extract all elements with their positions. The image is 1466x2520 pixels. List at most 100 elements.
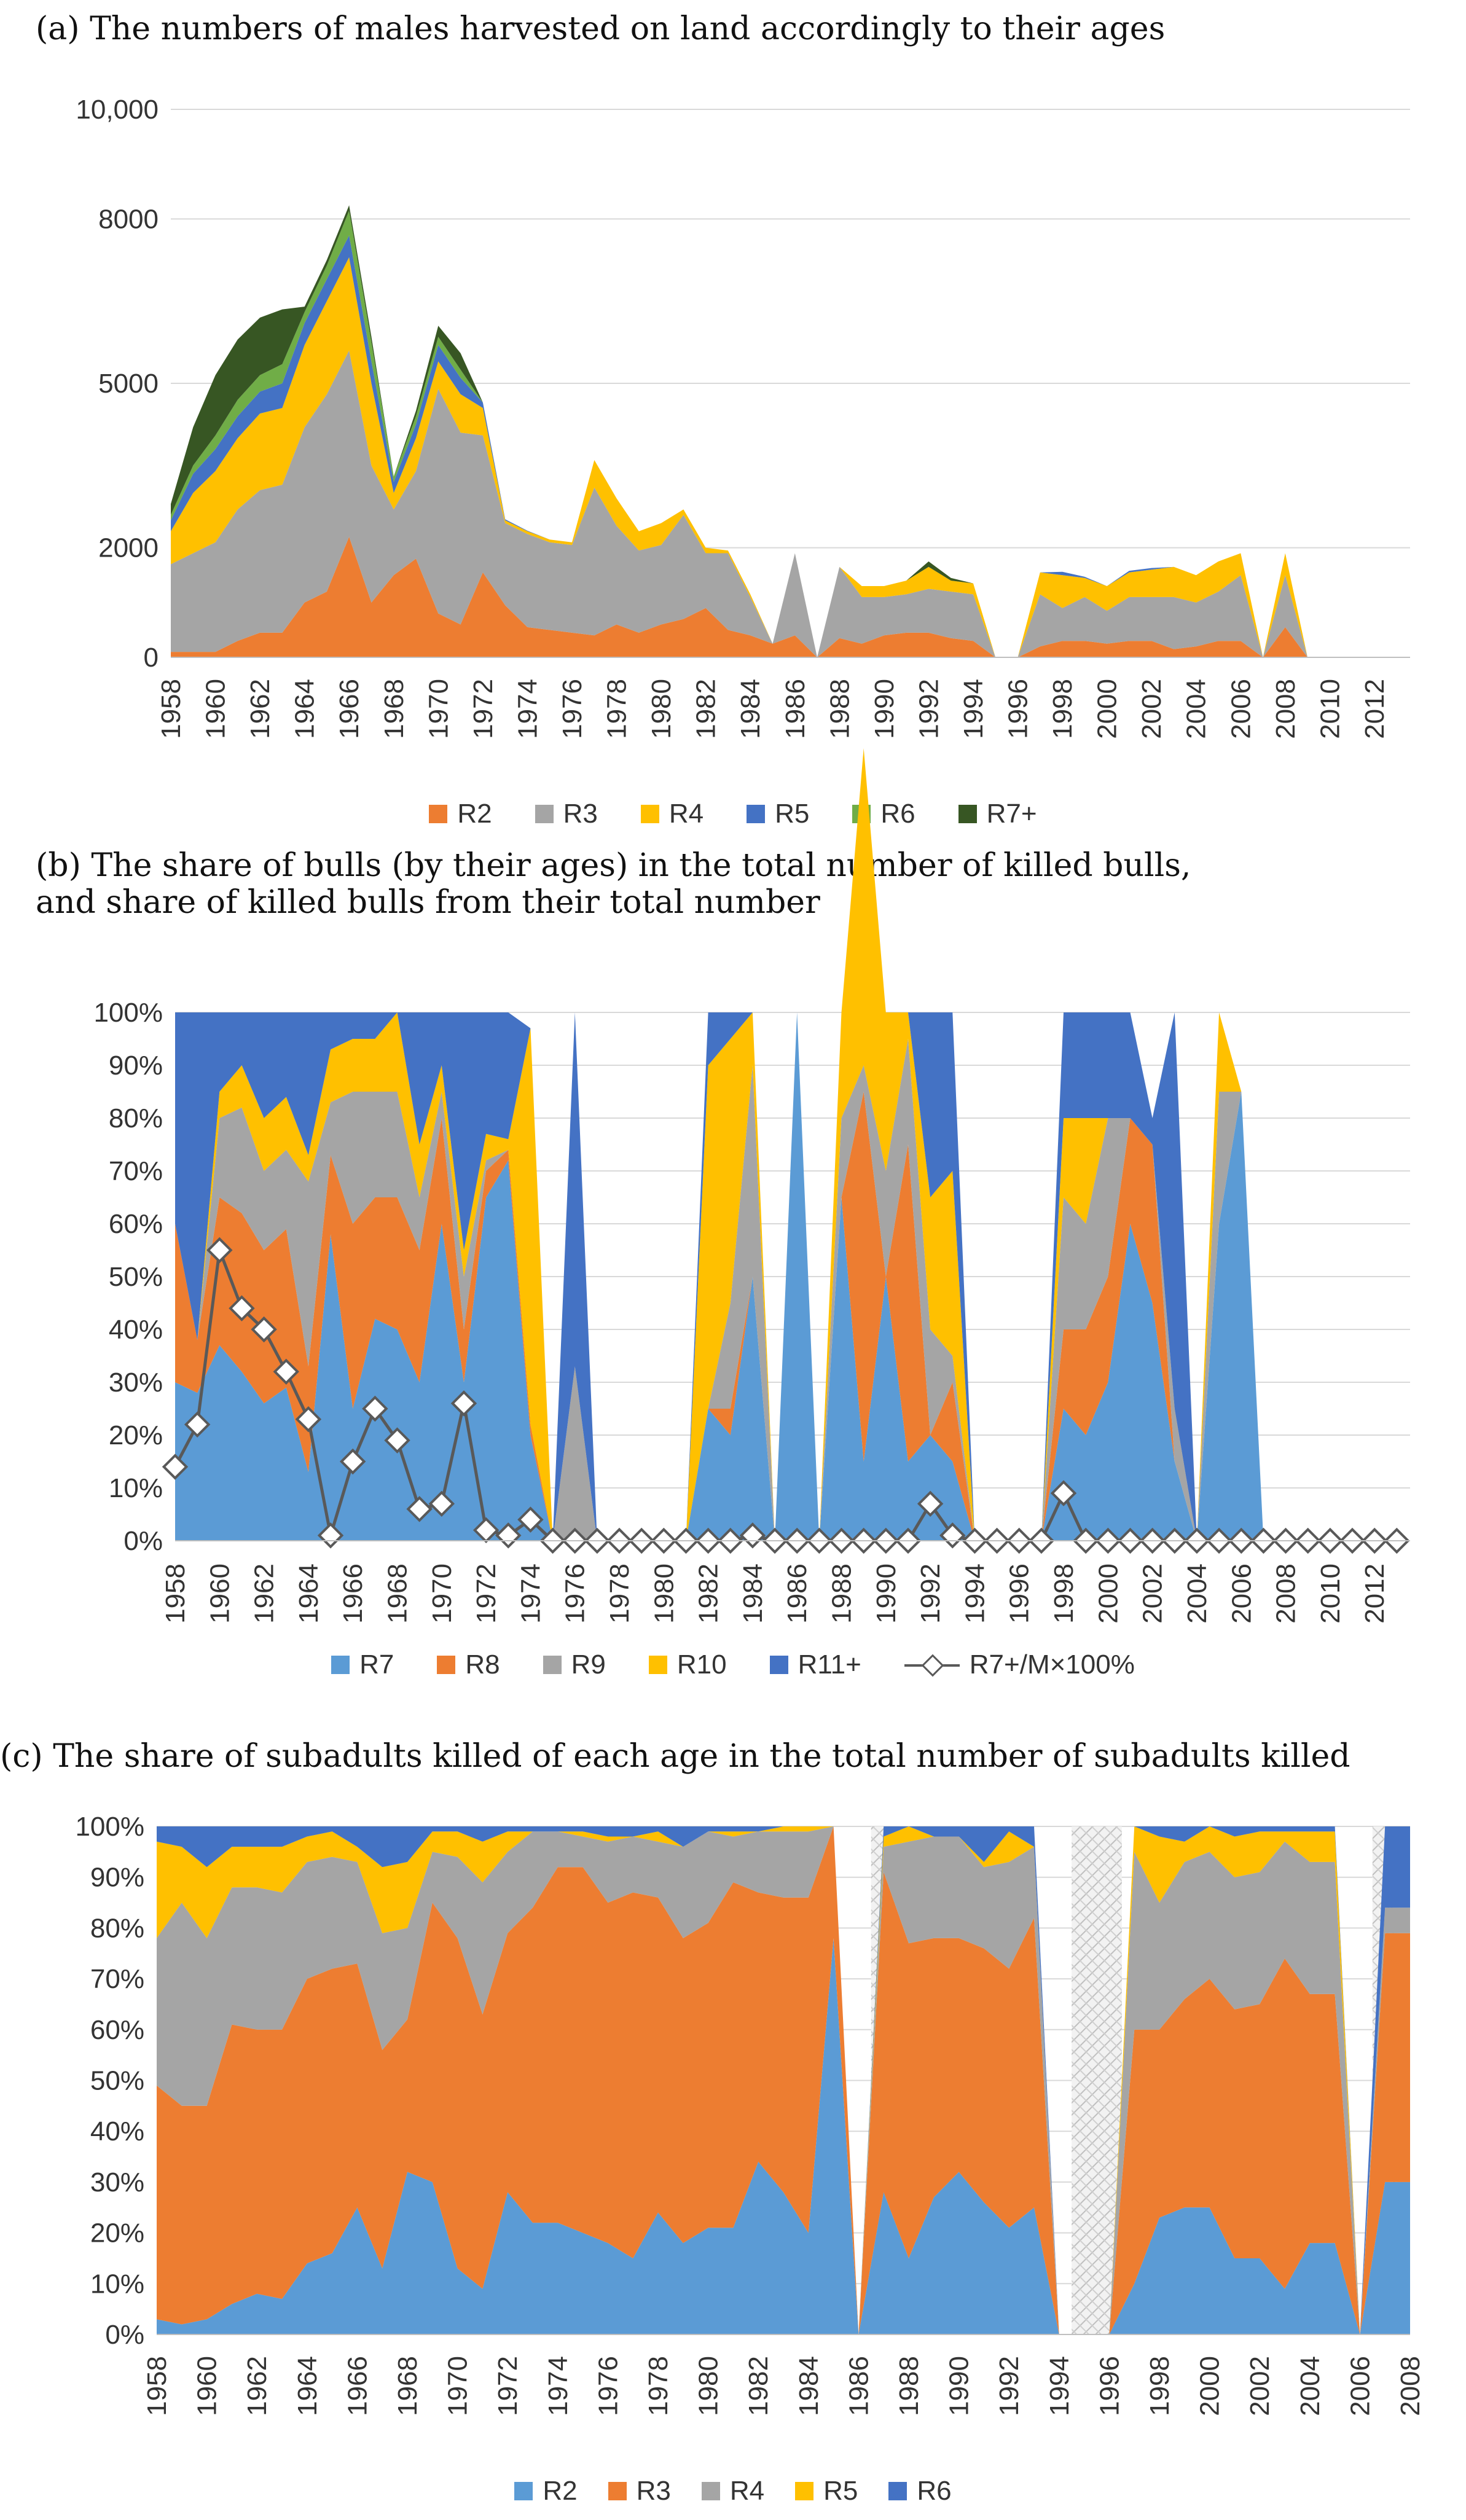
x-tick-label: 1982 <box>743 2356 774 2416</box>
x-tick-label: 1996 <box>1003 679 1033 739</box>
y-tick-label: 90% <box>109 1051 163 1081</box>
legend-label-c-r5: R5 <box>823 2476 858 2506</box>
x-tick-label: 1980 <box>646 679 676 739</box>
x-tick-label: 1986 <box>780 679 810 739</box>
x-tick-label: 2004 <box>1295 2356 1325 2416</box>
chart-a-plot: 0 2000 5000 8000 10,000 1958 1960 1962 1964 1966 1… <box>76 95 1410 739</box>
legend-item-r2: R2 <box>429 799 492 829</box>
x-tick-label: 2012 <box>1360 1563 1390 1624</box>
x-tick-label: 1990 <box>944 2356 974 2416</box>
x-tick-label: 2010 <box>1315 1563 1346 1624</box>
y-tick-label: 70% <box>90 1964 144 1994</box>
area-series-r7 <box>175 1012 1397 1541</box>
x-tick-label: 2008 <box>1271 1563 1301 1624</box>
x-tick-label: 1962 <box>245 679 275 739</box>
x-tick-label: 1990 <box>871 1563 901 1624</box>
chart-a-legend: R2 R3 R4 R5 R6 R7+ <box>0 799 1466 829</box>
legend-label-r11plus: R11+ <box>798 1649 861 1680</box>
x-tick-label: 1984 <box>738 1563 768 1624</box>
chart-panel-a: (a) The numbers of males harvested on la… <box>0 0 1466 848</box>
legend-item-r3: R3 <box>535 799 598 829</box>
legend-item-r10: R10 <box>648 1649 727 1680</box>
x-tick-label: 1978 <box>605 1563 635 1624</box>
line-marker <box>184 1411 211 1438</box>
x-tick-label: 1964 <box>292 2356 323 2416</box>
line-marker <box>206 1237 233 1264</box>
y-tick-label: 0% <box>105 2320 144 2350</box>
x-tick-label: 1982 <box>694 1563 724 1624</box>
legend-label-c-r2: R2 <box>543 2476 578 2506</box>
x-tick-label: 1994 <box>1045 2356 1075 2416</box>
legend-label-c-r4: R4 <box>729 2476 765 2506</box>
y-tick-label: 60% <box>90 2015 144 2045</box>
chart-c-plot: 0% 10% 20% 30% 40% 50% 60% 70% 80% 90% 100% 1958 196… <box>75 1812 1425 2416</box>
legend-item-c-r3: R3 <box>608 2476 671 2506</box>
x-tick-label: 2000 <box>1093 1563 1123 1624</box>
x-tick-label: 1970 <box>423 679 453 739</box>
x-tick-label: 1994 <box>960 1563 990 1624</box>
chart-b-plot: 0% 10% 20% 30% 40% 50% 60% 70% 80% 90% 100% 1958 196… <box>93 748 1410 1624</box>
x-tick-label: 1966 <box>338 1563 368 1624</box>
line-marker <box>339 1448 366 1475</box>
x-tick-label: 1988 <box>827 1563 857 1624</box>
line-marker <box>517 1506 544 1533</box>
x-tick-label: 1980 <box>694 2356 724 2416</box>
legend-label-c-r3: R3 <box>636 2476 671 2506</box>
chart-b-legend: R7 R8 R9 R10 R11+ R7+/M×100% <box>0 1649 1466 1680</box>
area-series-r2 <box>157 1938 1410 2334</box>
y-tick-label: 10,000 <box>76 95 159 125</box>
y-tick-label: 50% <box>90 2066 144 2096</box>
x-tick-label: 2006 <box>1345 2356 1375 2416</box>
x-tick-label: 2000 <box>1092 679 1123 739</box>
legend-label-r2: R2 <box>457 799 492 829</box>
x-tick-label: 2006 <box>1226 679 1256 739</box>
legend-label-r7plus: R7+ <box>986 799 1037 829</box>
y-tick-label: 80% <box>109 1103 163 1133</box>
area-series-r10 <box>175 748 1397 1541</box>
x-tick-label: 1960 <box>205 1563 235 1624</box>
line-marker <box>251 1316 277 1343</box>
line-marker <box>295 1406 322 1433</box>
x-tick-label: 1960 <box>192 2356 222 2416</box>
legend-item-r7plus: R7+ <box>958 799 1037 829</box>
x-tick-label: 1978 <box>602 679 632 739</box>
x-tick-label: 2002 <box>1138 1563 1168 1624</box>
x-tick-label: 1998 <box>1145 2356 1175 2416</box>
y-tick-label: 70% <box>109 1156 163 1186</box>
legend-item-r8: R8 <box>437 1649 500 1680</box>
x-tick-label: 2004 <box>1182 1563 1212 1624</box>
x-tick-label: 1966 <box>342 2356 372 2416</box>
x-tick-label: 1996 <box>1005 1563 1035 1624</box>
x-tick-label: 1974 <box>512 679 543 739</box>
x-tick-label: 1972 <box>468 679 498 739</box>
line-marker <box>162 1454 189 1480</box>
x-tick-label: 2012 <box>1360 679 1390 739</box>
x-tick-label: 1992 <box>914 679 944 739</box>
line-marker <box>406 1496 433 1522</box>
line-marker <box>428 1490 455 1517</box>
x-tick-label: 1972 <box>471 1563 501 1624</box>
y-tick-label: 50% <box>109 1262 163 1292</box>
legend-label-r10: R10 <box>676 1649 727 1680</box>
legend-item-c-r6: R6 <box>888 2476 952 2506</box>
x-tick-label: 1968 <box>383 1563 413 1624</box>
legend-label-r9: R9 <box>571 1649 606 1680</box>
y-tick-label: 40% <box>90 2116 144 2146</box>
y-tick-label: 2000 <box>98 533 159 563</box>
line-marker <box>917 1490 944 1517</box>
legend-label-c-r6: R6 <box>917 2476 952 2506</box>
x-tick-label: 1962 <box>242 2356 272 2416</box>
y-tick-label: 30% <box>109 1368 163 1398</box>
legend-label-r6: R6 <box>880 799 915 829</box>
x-tick-label: 2008 <box>1271 679 1301 739</box>
legend-item-c-r2: R2 <box>514 2476 578 2506</box>
legend-item-ratio: R7+/M×100% <box>904 1649 1135 1680</box>
x-tick-label: 1976 <box>557 679 587 739</box>
legend-label-ratio: R7+/M×100% <box>969 1649 1135 1680</box>
x-tick-label: 1996 <box>1094 2356 1124 2416</box>
x-tick-label: 1958 <box>156 679 186 739</box>
area-series-r3 <box>171 350 1397 657</box>
y-tick-label: 100% <box>75 1812 144 1842</box>
no-data-band <box>1072 1826 1097 2334</box>
x-tick-label: 1990 <box>869 679 900 739</box>
